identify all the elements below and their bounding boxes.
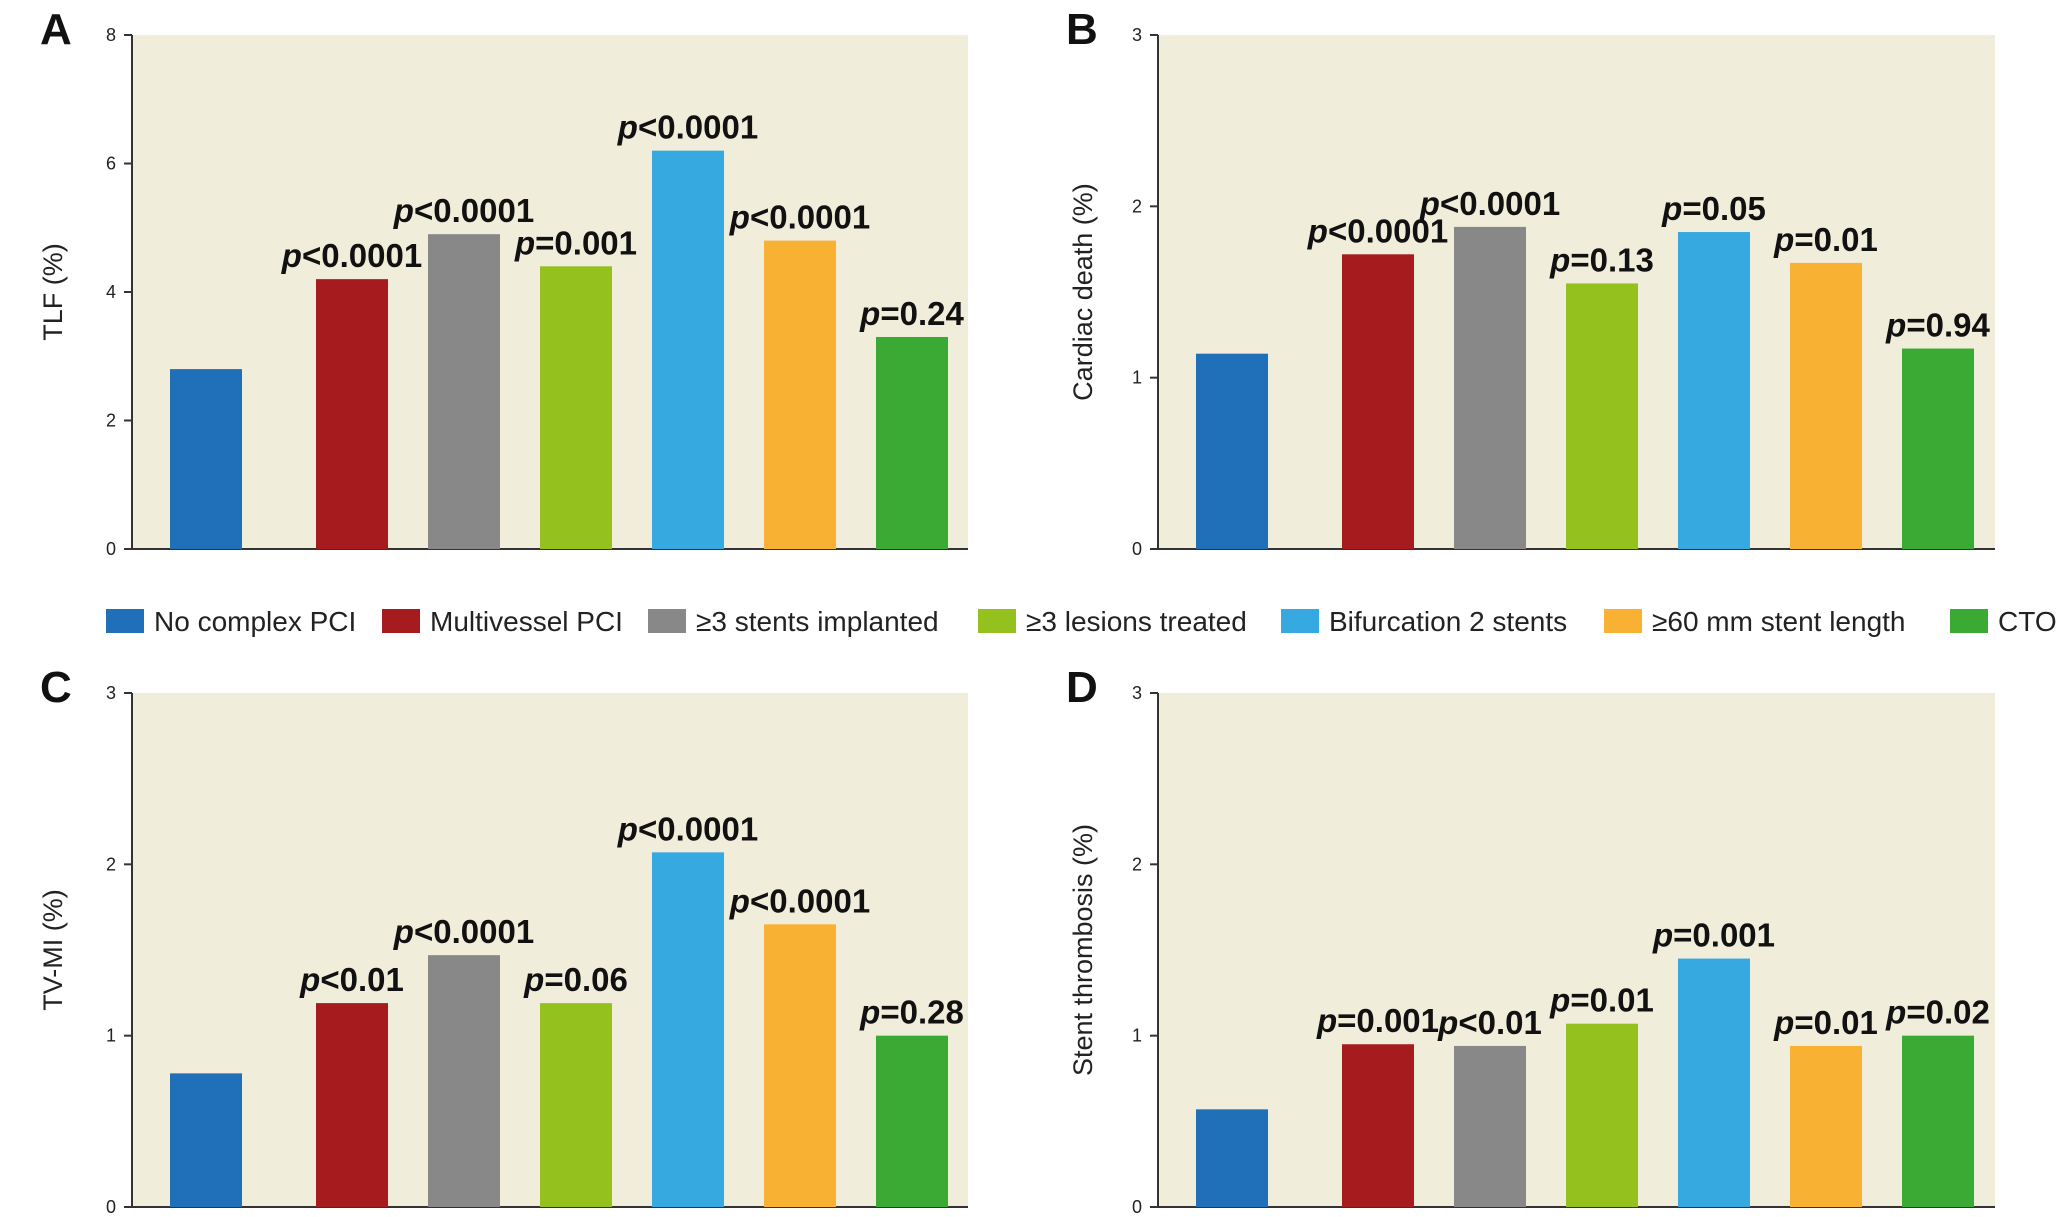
bar-6	[764, 240, 836, 549]
p-value-label: p=0.13	[1549, 241, 1654, 278]
y-tick-label: 1	[1132, 368, 1142, 388]
y-tick-label: 0	[106, 1197, 116, 1217]
p-value-label: p<0.0001	[281, 237, 422, 274]
bar-5	[652, 150, 724, 549]
p-value-label: p=0.24	[859, 295, 964, 332]
p-value-label: p=0.01	[1549, 982, 1654, 1019]
panel-letter: A	[40, 5, 72, 54]
bar-1	[170, 369, 242, 549]
p-value-label: p=0.02	[1885, 994, 1990, 1031]
bar-7	[1902, 1035, 1974, 1207]
y-tick-label: 4	[106, 282, 116, 302]
legend-swatch-4	[978, 609, 1016, 633]
p-value-label: p<0.0001	[729, 199, 870, 236]
p-value-label: p=0.28	[859, 994, 964, 1031]
bar-5	[652, 852, 724, 1207]
p-value-label: p=0.01	[1773, 1004, 1878, 1041]
legend-label-2: Multivessel PCI	[430, 606, 623, 637]
legend-swatch-2	[382, 609, 420, 633]
p-value-label: p=0.05	[1661, 190, 1766, 227]
bar-4	[540, 266, 612, 549]
p-value-label: p<0.0001	[1419, 185, 1560, 222]
y-tick-label: 0	[1132, 1197, 1142, 1217]
y-axis-title: Cardiac death (%)	[1068, 183, 1098, 401]
p-value-label: p<0.01	[1437, 1004, 1542, 1041]
y-tick-label: 0	[106, 539, 116, 559]
bar-3	[1454, 1045, 1526, 1207]
bar-2	[1342, 1044, 1414, 1207]
legend-label-3: ≥3 stents implanted	[696, 606, 939, 637]
bar-7	[876, 1035, 948, 1207]
p-value-label: p<0.0001	[617, 109, 758, 146]
bar-7	[876, 336, 948, 549]
p-value-label: p<0.0001	[729, 882, 870, 919]
panel-letter: B	[1066, 5, 1098, 54]
bar-5	[1678, 958, 1750, 1207]
y-tick-label: 1	[1132, 1026, 1142, 1046]
p-value-label: p=0.001	[514, 224, 637, 261]
bar-3	[428, 955, 500, 1207]
legend-swatch-7	[1950, 609, 1988, 633]
y-tick-label: 6	[106, 154, 116, 174]
bar-3	[1454, 226, 1526, 550]
bar-7	[1902, 348, 1974, 549]
bar-2	[1342, 254, 1414, 549]
legend-label-4: ≥3 lesions treated	[1026, 606, 1247, 637]
p-value-label: p=0.94	[1885, 307, 1990, 344]
y-tick-label: 3	[1132, 25, 1142, 45]
y-tick-label: 3	[106, 683, 116, 703]
bar-6	[1790, 1045, 1862, 1207]
p-value-label: p=0.01	[1773, 221, 1878, 258]
panel-letter: C	[40, 663, 72, 712]
legend-swatch-1	[106, 609, 144, 633]
p-value-label: p<0.0001	[393, 913, 534, 950]
y-tick-label: 2	[106, 854, 116, 874]
bar-6	[764, 924, 836, 1207]
p-value-label: p=0.06	[523, 961, 628, 998]
p-value-label: p<0.0001	[617, 810, 758, 847]
y-axis-title: TV-MI (%)	[38, 889, 68, 1011]
p-value-label: p<0.01	[299, 961, 404, 998]
legend: No complex PCI Multivessel PCI ≥3 stents i…	[106, 606, 2057, 637]
bar-3	[428, 234, 500, 550]
bar-2	[316, 279, 388, 549]
bar-4	[540, 1003, 612, 1207]
y-tick-label: 1	[106, 1026, 116, 1046]
y-tick-label: 0	[1132, 539, 1142, 559]
bar-2	[316, 1003, 388, 1207]
chart-panel-c: C 0 1 2 3 TV-MI (%) p<0.01 p<0.0001 p=0.06 p<0.00…	[38, 663, 968, 1217]
p-value-label: p=0.001	[1652, 917, 1775, 954]
y-tick-label: 2	[1132, 196, 1142, 216]
bar-6	[1790, 262, 1862, 549]
y-tick-label: 2	[1132, 854, 1142, 874]
bar-4	[1566, 283, 1638, 549]
bar-4	[1566, 1023, 1638, 1207]
legend-label-5: Bifurcation 2 stents	[1329, 606, 1567, 637]
legend-swatch-6	[1604, 609, 1642, 633]
bar-1	[1196, 353, 1268, 549]
y-axis-title: Stent thrombosis (%)	[1068, 824, 1098, 1076]
p-value-label: p<0.0001	[1307, 212, 1448, 249]
p-value-label: p=0.001	[1316, 1002, 1439, 1039]
bar-5	[1678, 232, 1750, 550]
bar-1	[1196, 1109, 1268, 1207]
legend-swatch-3	[648, 609, 686, 633]
legend-label-1: No complex PCI	[154, 606, 356, 637]
legend-label-6: ≥60 mm stent length	[1652, 606, 1906, 637]
legend-swatch-5	[1281, 609, 1319, 633]
p-value-label: p<0.0001	[393, 192, 534, 229]
legend-label-7: CTO	[1998, 606, 2057, 637]
y-tick-label: 3	[1132, 683, 1142, 703]
panel-letter: D	[1066, 663, 1098, 712]
y-tick-label: 2	[106, 411, 116, 431]
y-tick-label: 8	[106, 25, 116, 45]
bar-1	[170, 1073, 242, 1207]
y-axis-title: TLF (%)	[38, 243, 68, 341]
